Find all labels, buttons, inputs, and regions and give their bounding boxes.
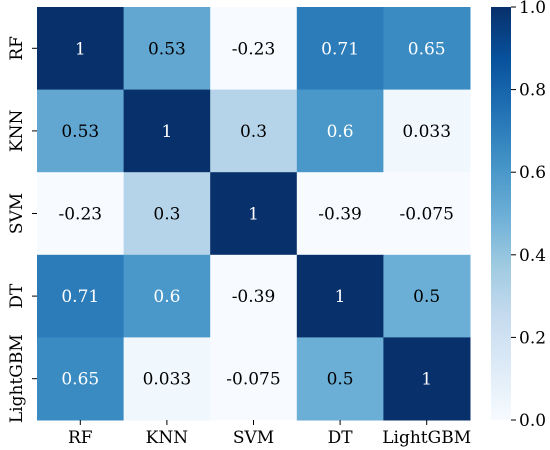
cell-value-label: -0.23	[232, 39, 276, 59]
heatmap-cell-RF-RF	[37, 7, 125, 91]
heatmap-cell-DT-KNN	[123, 254, 211, 338]
cell-value-label: 0.3	[153, 205, 180, 225]
heatmap-cell-SVM-KNN	[123, 172, 211, 256]
heatmap-cell-SVM-SVM	[210, 172, 298, 256]
colorbar-tick-label: 1.0	[519, 0, 546, 18]
cell-value-label: -0.075	[226, 370, 280, 390]
cell-value-label: 1	[248, 205, 259, 225]
heatmap-cell-DT-DT	[296, 254, 384, 338]
y-tick-label: DT	[7, 283, 27, 309]
cell-value-label: 0.3	[240, 122, 267, 142]
x-tick-label: RF	[68, 428, 93, 448]
x-tick-label: DT	[328, 428, 354, 448]
cell-value-label: 0.71	[321, 39, 359, 59]
cell-value-label: -0.39	[232, 287, 276, 307]
cell-value-label: -0.23	[58, 205, 102, 225]
heatmap-cell-SVM-LightGBM	[383, 172, 471, 256]
heatmap-cell-RF-KNN	[123, 7, 211, 91]
colorbar-tick-label: 0.8	[519, 81, 546, 101]
heatmap-cells	[37, 7, 471, 421]
heatmap-cell-DT-LightGBM	[383, 254, 471, 338]
colorbar-tick-label: 0.4	[519, 246, 546, 266]
heatmap-cell-RF-LightGBM	[383, 7, 471, 91]
heatmap-cell-LightGBM-SVM	[210, 337, 298, 421]
cell-value-label: 0.65	[61, 370, 99, 390]
colorbar-tick-label: 0.0	[519, 411, 546, 431]
heatmap-cell-DT-SVM	[210, 254, 298, 338]
heatmap-cell-LightGBM-KNN	[123, 337, 211, 421]
cell-value-label: -0.075	[399, 205, 453, 225]
cell-value-label: 1	[161, 122, 172, 142]
cell-value-label: 0.5	[327, 370, 354, 390]
heatmap-cell-KNN-DT	[296, 89, 384, 173]
cell-value-label: 0.6	[327, 122, 354, 142]
heatmap-cell-DT-RF	[37, 254, 125, 338]
cell-value-label: 0.71	[61, 287, 99, 307]
cell-value-label: 0.5	[413, 287, 440, 307]
y-tick-label: SVM	[7, 193, 27, 234]
y-tick-label: LightGBM	[7, 334, 27, 423]
cell-value-label: 0.53	[61, 122, 99, 142]
heatmap-cell-SVM-RF	[37, 172, 125, 256]
cell-value-label: 0.6	[153, 287, 180, 307]
heatmap-cell-LightGBM-RF	[37, 337, 125, 421]
x-axis-ticks: RF KNN SVM DT LightGBM	[68, 420, 471, 448]
heatmap-cell-LightGBM-LightGBM	[383, 337, 471, 421]
heatmap-cell-LightGBM-DT	[296, 337, 384, 421]
heatmap-cell-KNN-SVM	[210, 89, 298, 173]
cell-value-label: -0.39	[318, 205, 362, 225]
heatmap-cell-RF-DT	[296, 7, 384, 91]
heatmap-value-labels: 1 0.53 -0.23 0.71 0.65 0.53 1 0.3 0.6 0.033 -0.23 0…	[58, 39, 453, 389]
y-tick-label: RF	[7, 36, 27, 61]
heatmap-cell-RF-SVM	[210, 7, 298, 91]
cell-value-label: 0.53	[148, 39, 186, 59]
cell-value-label: 1	[75, 39, 86, 59]
colorbar-tick-label: 0.6	[519, 163, 546, 183]
heatmap-cell-KNN-LightGBM	[383, 89, 471, 173]
heatmap-cell-KNN-RF	[37, 89, 125, 173]
colorbar: 0.0 0.2 0.4 0.6 0.8 1.0	[491, 0, 546, 431]
y-tick-label: KNN	[7, 110, 27, 153]
x-tick-label: LightGBM	[382, 428, 471, 448]
cell-value-label: 1	[421, 370, 432, 390]
x-tick-label: SVM	[233, 428, 274, 448]
colorbar-gradient	[491, 7, 511, 420]
x-tick-label: KNN	[146, 428, 189, 448]
y-axis-ticks: RF KNN SVM DT LightGBM	[7, 36, 37, 423]
heatmap-cell-SVM-DT	[296, 172, 384, 256]
cell-value-label: 0.033	[402, 122, 451, 142]
cell-value-label: 1	[335, 287, 346, 307]
heatmap-cell-KNN-KNN	[123, 89, 211, 173]
colorbar-tick-label: 0.2	[519, 328, 546, 348]
cell-value-label: 0.65	[408, 39, 446, 59]
cell-value-label: 0.033	[143, 370, 192, 390]
